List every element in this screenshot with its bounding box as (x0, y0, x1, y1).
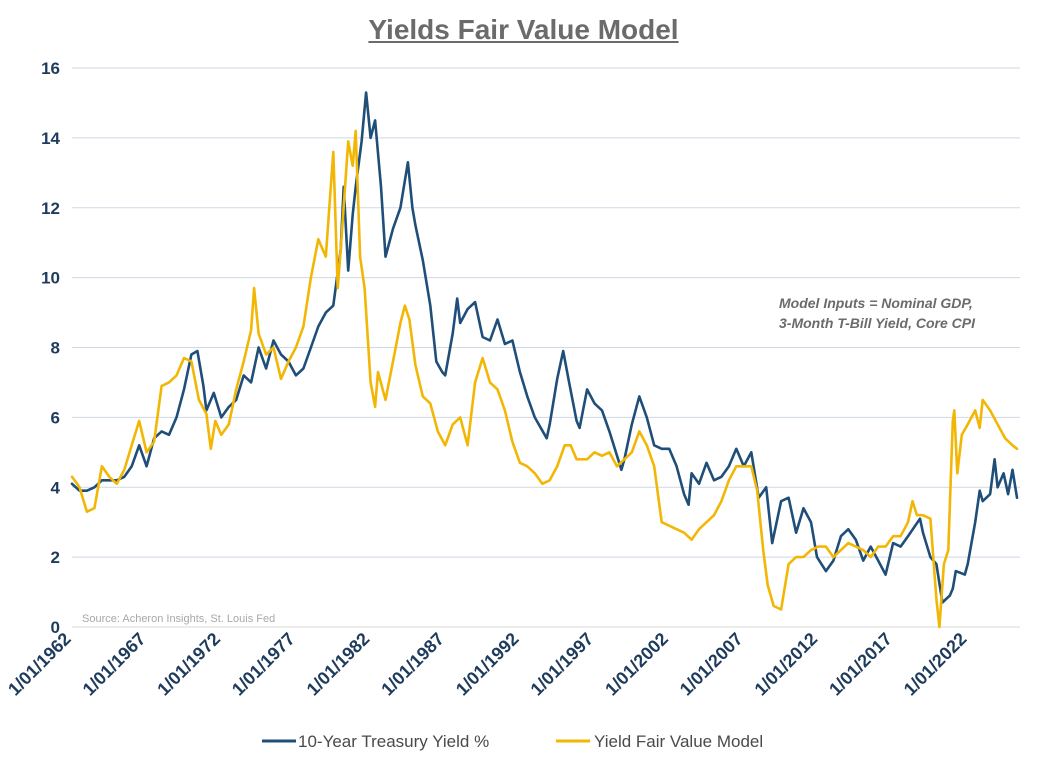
x-tick-label: 1/01/2007 (676, 629, 747, 700)
chart-title: Yields Fair Value Model (368, 14, 679, 45)
x-tick-label: 1/01/1997 (527, 629, 598, 700)
series-line-0 (70, 91, 1019, 604)
x-tick-label: 1/01/1987 (377, 629, 448, 700)
x-tick-label: 1/01/1962 (4, 629, 75, 700)
x-tick-label: 1/01/1967 (79, 629, 150, 700)
x-tick-label: 1/01/2012 (751, 629, 822, 700)
y-tick-label: 16 (41, 59, 60, 78)
gridlines (72, 67, 1020, 628)
y-tick-label: 4 (51, 478, 61, 497)
y-tick-label: 10 (41, 269, 60, 288)
series-line-1 (70, 129, 1019, 629)
y-axis-ticks: 0 2 4 6 8 10 12 14 16 (41, 59, 60, 637)
x-tick-label: 1/01/1977 (228, 629, 299, 700)
legend: 10-Year Treasury Yield % Yield Fair Valu… (262, 732, 763, 751)
legend-label-treasury: 10-Year Treasury Yield % (298, 732, 489, 751)
y-tick-label: 8 (51, 339, 60, 358)
x-tick-label: 1/01/2017 (825, 629, 896, 700)
source-note: Source: Acheron Insights, St. Louis Fed (82, 613, 275, 625)
x-tick-label: 1/01/1992 (452, 629, 523, 700)
x-tick-label: 1/01/2002 (601, 629, 672, 700)
y-tick-label: 14 (41, 129, 60, 148)
model-inputs-note-line-2: 3-Month T-Bill Yield, Core CPI (779, 315, 976, 331)
y-tick-label: 12 (41, 199, 60, 218)
x-tick-label: 1/01/1972 (153, 629, 224, 700)
x-tick-label: 1/01/2022 (900, 629, 971, 700)
model-inputs-note-line-1: Model Inputs = Nominal GDP, (779, 295, 973, 311)
series-lines (70, 91, 1019, 629)
x-tick-label: 1/01/1982 (303, 629, 374, 700)
x-axis-ticks: 1/01/1962 1/01/1967 1/01/1972 1/01/1977 1/01… (4, 629, 971, 700)
legend-label-fair-value: Yield Fair Value Model (594, 732, 763, 751)
y-tick-label: 0 (51, 618, 60, 637)
y-tick-label: 2 (51, 548, 60, 567)
y-tick-label: 6 (51, 408, 60, 427)
